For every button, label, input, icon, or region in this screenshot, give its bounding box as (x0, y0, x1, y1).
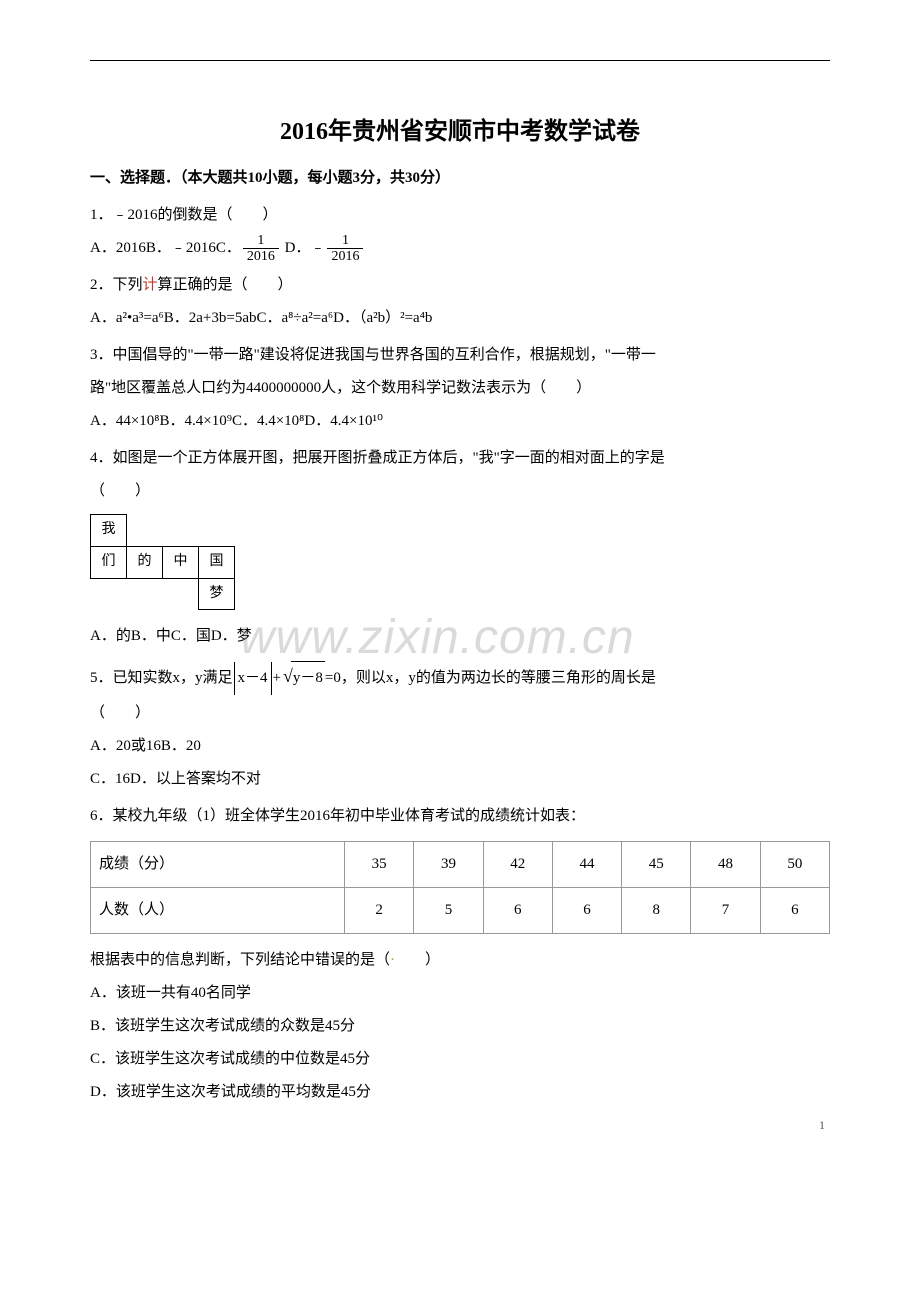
table-cell: 48 (691, 841, 760, 887)
q5-plus: + (273, 670, 281, 686)
table-cell: 44 (552, 841, 621, 887)
q4-line1: 4．如图是一个正方体展开图，把展开图折叠成正方体后，"我"字一面的相对面上的字是 (90, 442, 830, 475)
q6-stem: 6．某校九年级（1）班全体学生2016年初中毕业体育考试的成绩统计如表： (90, 800, 830, 833)
q6-optA: A．该班一共有40名同学 (90, 977, 830, 1010)
q5-suffix: =0，则以x，y的值为两边长的等腰三角形的周长是 (325, 670, 656, 686)
q6-after: 根据表中的信息判断，下列结论中错误的是（· ） (90, 944, 830, 977)
q3-line2: 路"地区覆盖总人口约为4400000000人，这个数用科学记数法表示为（ ） (90, 372, 830, 405)
net-cell: 们 (91, 546, 127, 578)
page-number: 1 (819, 1118, 825, 1133)
table-cell: 39 (414, 841, 483, 887)
q5-optsB: C．16D．以上答案均不对 (90, 763, 830, 796)
document-page: 2016年贵州省安顺市中考数学试卷 一、选择题．（本大题共10小题，每小题3分，… (0, 0, 920, 1153)
q4-line2: （ ） (90, 475, 830, 508)
table-cell: 35 (345, 841, 414, 887)
q3-line1: 3．中国倡导的"一带一路"建设将促进我国与世界各国的互利合作，根据规划，"一带一 (90, 339, 830, 372)
table-cell: 6 (483, 887, 552, 933)
exam-title: 2016年贵州省安顺市中考数学试卷 (90, 111, 830, 146)
table-cell: 8 (622, 887, 691, 933)
net-cell: 我 (91, 515, 127, 547)
section-header: 一、选择题．（本大题共10小题，每小题3分，共30分） (90, 166, 830, 187)
table-cell: 45 (622, 841, 691, 887)
net-cell: 梦 (199, 578, 235, 610)
q4-options: A．的B．中C．国D．梦 (90, 620, 830, 653)
frac-num: 1 (327, 233, 363, 249)
q3-options: A．44×10⁸B．4.4×10⁹C．4.4×10⁸D．4.4×10¹⁰ (90, 405, 830, 438)
q6-optD: D．该班学生这次考试成绩的平均数是45分 (90, 1076, 830, 1109)
net-cell: 国 (199, 546, 235, 578)
question-2: 2．下列计算正确的是（ ） A．a²•a³=a⁶B．2a+3b=5abC．a⁸÷… (90, 269, 830, 335)
table-row: 成绩（分） 35 39 42 44 45 48 50 (91, 841, 830, 887)
net-cell: 的 (127, 546, 163, 578)
table-cell: 6 (760, 887, 829, 933)
table-row-label: 人数（人） (91, 887, 345, 933)
cube-net-diagram: 我 们 的 中 国 梦 (90, 514, 235, 610)
absolute-value-icon: x－4 (234, 662, 272, 695)
sqrt-arg: y－8 (291, 661, 325, 695)
sqrt-icon: √y－8 (283, 657, 325, 697)
header-rule (90, 60, 830, 61)
table-row-label: 成绩（分） (91, 841, 345, 887)
q6-optC: C．该班学生这次考试成绩的中位数是45分 (90, 1043, 830, 1076)
q5-optsA: A．20或16B．20 (90, 730, 830, 763)
q2-stem-red: 计 (143, 277, 158, 293)
table-row: 人数（人） 2 5 6 6 8 7 6 (91, 887, 830, 933)
fraction-icon: 12016 (327, 233, 363, 265)
table-cell: 5 (414, 887, 483, 933)
score-table: 成绩（分） 35 39 42 44 45 48 50 人数（人） 2 5 6 6… (90, 841, 830, 934)
q1-opts-prefix: A．2016B．﹣2016C． (90, 240, 241, 256)
frac-num: 1 (243, 233, 279, 249)
q2-stem: 2．下列计算正确的是（ ） (90, 269, 830, 302)
net-cell: 中 (163, 546, 199, 578)
table-cell: 50 (760, 841, 829, 887)
q5-line2: （ ） (90, 697, 830, 730)
question-1: 1．﹣2016的倒数是（ ） A．2016B．﹣2016C．12016 D．﹣1… (90, 199, 830, 265)
table-cell: 7 (691, 887, 760, 933)
frac-den: 2016 (243, 249, 279, 264)
q1-options: A．2016B．﹣2016C．12016 D．﹣12016 (90, 232, 830, 265)
question-6: 6．某校九年级（1）班全体学生2016年初中毕业体育考试的成绩统计如表： 成绩（… (90, 800, 830, 1109)
table-cell: 42 (483, 841, 552, 887)
question-5: 5．已知实数x，y满足x－4+√y－8=0，则以x，y的值为两边长的等腰三角形的… (90, 657, 830, 796)
q1-opts-mid: D．﹣ (281, 240, 326, 256)
q1-stem: 1．﹣2016的倒数是（ ） (90, 199, 830, 232)
q5-prefix: 5．已知实数x，y满足 (90, 670, 233, 686)
table-cell: 2 (345, 887, 414, 933)
q2-options: A．a²•a³=a⁶B．2a+3b=5abC．a⁸÷a²=a⁶D．（a²b）²=… (90, 302, 830, 335)
q6-optB: B．该班学生这次考试成绩的众数是45分 (90, 1010, 830, 1043)
question-4: 4．如图是一个正方体展开图，把展开图折叠成正方体后，"我"字一面的相对面上的字是… (90, 442, 830, 653)
question-3: 3．中国倡导的"一带一路"建设将促进我国与世界各国的互利合作，根据规划，"一带一… (90, 339, 830, 438)
q5-stem: 5．已知实数x，y满足x－4+√y－8=0，则以x，y的值为两边长的等腰三角形的… (90, 657, 830, 697)
table-cell: 6 (552, 887, 621, 933)
frac-den: 2016 (327, 249, 363, 264)
fraction-icon: 12016 (243, 233, 279, 265)
